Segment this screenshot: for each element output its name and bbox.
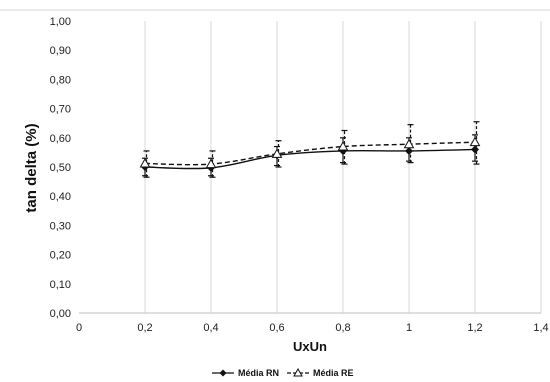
legend-marker-diamond bbox=[219, 369, 227, 377]
legend-label: Média RE bbox=[313, 368, 354, 378]
data-point-triangle bbox=[205, 158, 217, 169]
y-tick-label: 0,80 bbox=[50, 74, 71, 86]
y-tick-label: 0,60 bbox=[50, 133, 71, 145]
y-tick-label: 0,20 bbox=[50, 250, 71, 262]
x-axis-ticks: 0 0,2 0,4 0,6 0,8 1 1,2 1,4 bbox=[76, 322, 549, 334]
x-tick-label: 0,6 bbox=[269, 322, 284, 334]
data-point-triangle bbox=[337, 141, 349, 151]
x-tick-label: 0,8 bbox=[335, 322, 350, 334]
y-tick-label: 0,90 bbox=[50, 45, 71, 57]
series-line bbox=[144, 141, 476, 166]
legend: Média RN Média RE bbox=[212, 367, 354, 378]
data-point-triangle bbox=[469, 136, 481, 147]
grid bbox=[144, 21, 542, 313]
y-tick-label: 0,10 bbox=[50, 279, 71, 291]
x-tick-label: 0 bbox=[76, 322, 82, 334]
y-tick-label: 0,00 bbox=[50, 308, 71, 320]
y-tick-label: 1,00 bbox=[50, 16, 71, 28]
y-axis-ticks: 0,00 0,10 0,20 0,30 0,40 0,50 0,60 0,70 0,80 0,90… bbox=[50, 16, 71, 320]
y-tick-label: 0,30 bbox=[50, 220, 71, 232]
data-point-triangle bbox=[271, 148, 283, 158]
data-point-diamond bbox=[471, 145, 479, 154]
data-point-triangle bbox=[139, 157, 151, 168]
data-point-triangle bbox=[403, 138, 415, 149]
series-line bbox=[144, 148, 476, 170]
legend-label: Média RN bbox=[238, 368, 279, 378]
y-tick-label: 0,70 bbox=[50, 104, 71, 116]
x-tick-label: 0,4 bbox=[203, 322, 218, 334]
x-tick-label: 1 bbox=[406, 322, 412, 334]
legend-marker-triangle bbox=[293, 367, 303, 377]
x-tick-label: 1,2 bbox=[467, 322, 482, 334]
data-point-diamond bbox=[405, 146, 413, 155]
y-tick-label: 0,50 bbox=[50, 162, 71, 174]
x-axis-title: UxUn bbox=[293, 339, 327, 354]
x-tick-label: 0,2 bbox=[137, 322, 152, 334]
y-axis-title: tan delta (%) bbox=[23, 123, 40, 212]
y-tick-label: 0,40 bbox=[50, 191, 71, 203]
series-layer bbox=[139, 136, 481, 172]
x-tick-label: 1,4 bbox=[533, 322, 548, 334]
